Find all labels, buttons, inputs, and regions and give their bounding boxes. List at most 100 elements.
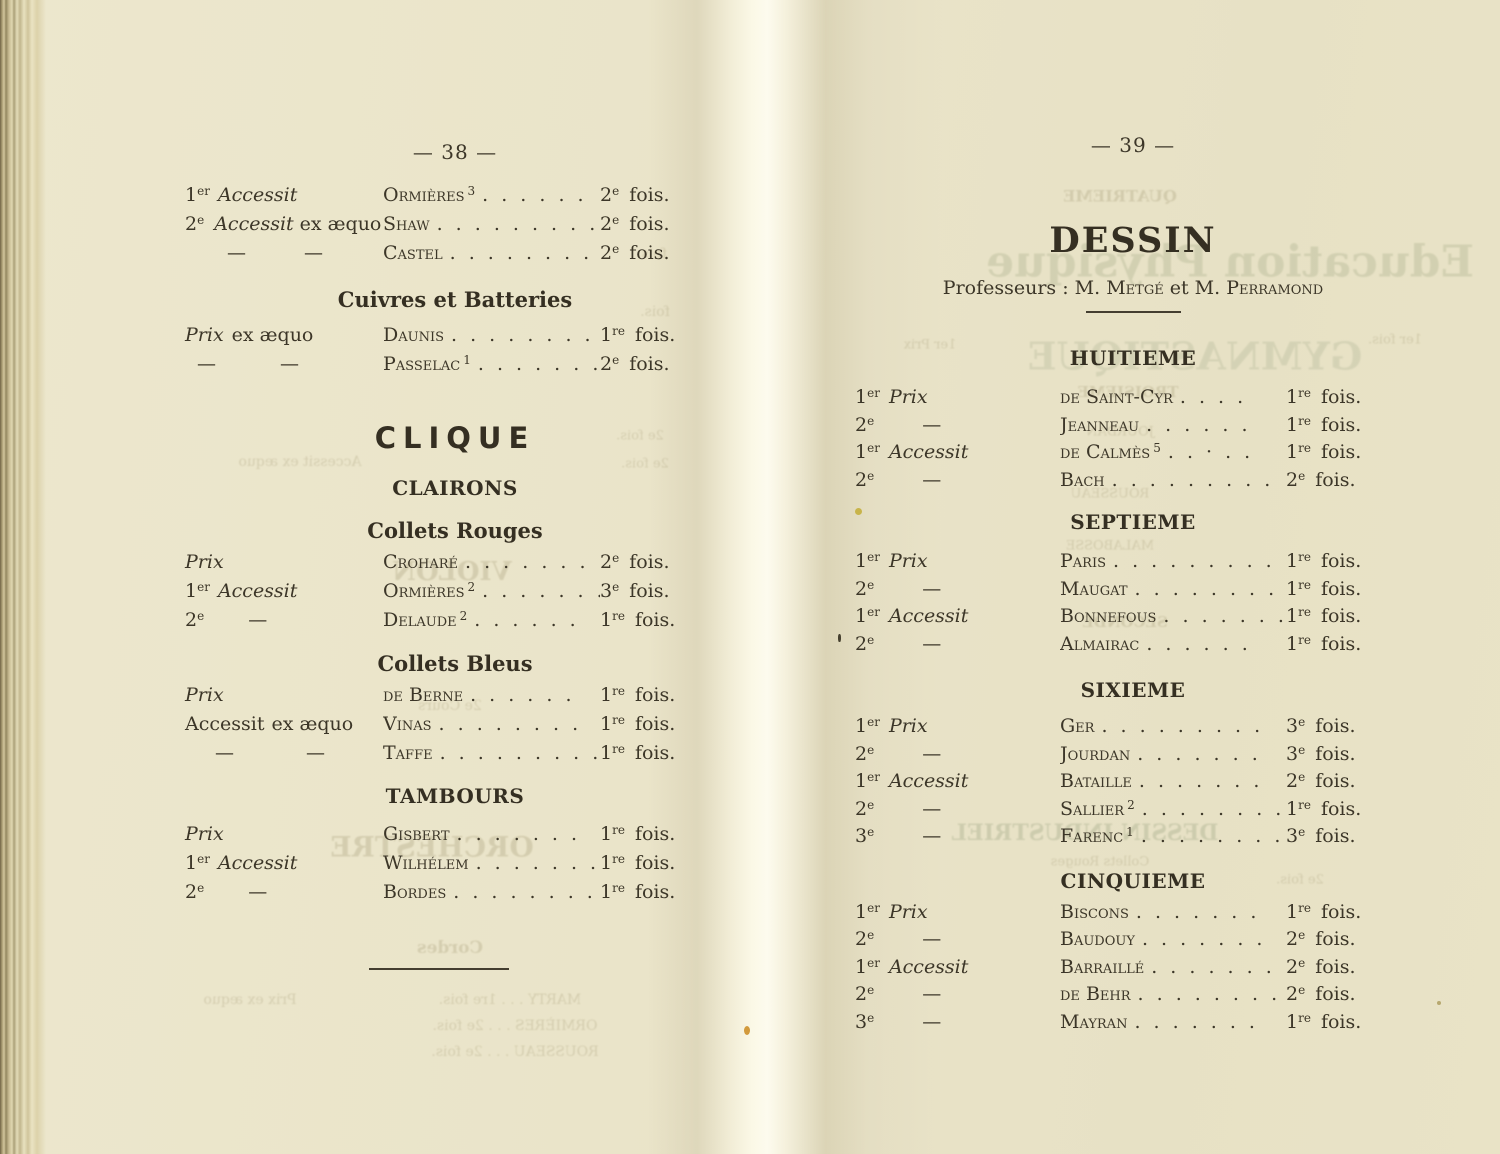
text-token: Ormières	[383, 580, 465, 602]
text-token: Baudouy	[1060, 928, 1135, 950]
text-token: 2	[600, 213, 613, 235]
award-rank-cell: 2e Accessit ex æquo	[185, 212, 383, 238]
award-name-cell: Jourdan . . . . . . .	[1060, 742, 1286, 766]
text-token: —	[922, 797, 942, 820]
section-heading-sixieme: SIXIEME	[1080, 678, 1186, 702]
text-token: 2	[855, 413, 868, 436]
paper-speck	[744, 1026, 750, 1035]
text-token: re	[1298, 441, 1311, 455]
text-token: e	[612, 353, 620, 367]
award-name-cell: Bach . . . . . . . . .	[1060, 468, 1286, 492]
award-name-cell: Almairac . . . . . .	[1060, 632, 1286, 656]
award-row: 2e — Bordes . . . . . . . . 1re fois.	[185, 880, 725, 909]
award-result-cell: 1re fois.	[600, 822, 725, 848]
award-result-cell: 1re fois.	[600, 683, 725, 709]
text-token: e	[867, 742, 875, 757]
award-name-cell: Sallier 2 . . . . . . . .	[1060, 797, 1286, 823]
text-token: Barraillé	[1060, 955, 1145, 978]
text-token: e	[867, 577, 875, 592]
award-result-cell: 1re fois.	[1286, 577, 1411, 603]
award-row: 1er Prix Paris. . . . . . . . . 1re fois.	[855, 549, 1411, 577]
award-rank-cell: 1er Accessit	[185, 579, 383, 605]
text-token: 1	[1286, 605, 1299, 627]
award-result-cell: 3e fois.	[1286, 824, 1411, 850]
chapter-heading-clique: CLIQUE	[374, 421, 536, 455]
text-token: 1	[1286, 577, 1299, 600]
award-rank-cell: 1er Prix	[855, 900, 1060, 926]
text-token: fois.	[629, 184, 670, 206]
leader-dots: . . . . . . .	[1137, 742, 1258, 765]
text-token: 2	[855, 928, 868, 950]
award-name-cell: de Saint-Cyr . . . .	[1060, 385, 1286, 409]
text-token: e	[867, 825, 875, 839]
text-token: 1	[1286, 413, 1299, 436]
leader-dots: . . . . . . .	[475, 852, 597, 874]
award-row: 2e — Almairac . . . . . . 1re fois.	[855, 632, 1411, 660]
award-row: Prix ex æquo Daunis . . . . . . . . 1re fois.	[185, 323, 725, 352]
award-row: 2e Accessit ex æquo Shaw. . . . . . . . . 2e…	[185, 212, 725, 241]
leader-dots: . . . . . . . .	[438, 713, 579, 735]
award-name-cell: Delaude 2 . . . . . .	[383, 608, 600, 634]
award-name-cell: Castel . . . . . . . .	[383, 241, 600, 265]
award-row: 2e — Jourdan. . . . . . . 3e fois.	[855, 742, 1411, 770]
text-token: Professeurs : M.	[942, 277, 1107, 299]
award-result-cell: 1re fois.	[600, 741, 725, 767]
text-token: Accessit	[888, 441, 969, 463]
award-row: Prix Gisbert . . . . . . . 1re fois.	[185, 822, 725, 851]
leader-dots: . . . . . . . .	[451, 324, 591, 346]
text-token: er	[867, 770, 880, 784]
text-token: fois.	[1315, 770, 1356, 792]
text-token: e	[612, 580, 620, 594]
award-rank-cell: 3e —	[855, 1010, 1060, 1036]
text-token: Taffe	[383, 742, 433, 764]
text-token: fois.	[629, 213, 670, 235]
text-token: fois.	[634, 823, 676, 845]
award-row: 1er Prix Ger . . . . . . . . . 3e fois.	[855, 714, 1411, 742]
leader-dots: . . . . . .	[474, 609, 576, 631]
award-row: — — Passelac 1. . . . . . . 2e fois.	[185, 352, 725, 381]
leader-dots: . . . . . . . .	[1141, 797, 1282, 820]
text-token: re	[1298, 632, 1311, 647]
leader-dots: . . . . . . .	[1141, 928, 1263, 950]
text-token: 1	[1286, 550, 1299, 572]
award-rank-cell: 1er Accessit	[855, 769, 1060, 795]
award-result-cell: 1re fois.	[1286, 632, 1411, 658]
leader-dots: . . . . . . .	[477, 353, 599, 375]
text-token: 1	[185, 184, 198, 206]
text-token: fois.	[1315, 715, 1356, 737]
text-token: fois.	[634, 609, 676, 631]
leader-dots: . . . . . . .	[465, 551, 586, 573]
leader-dots: . . . . . . .	[1138, 770, 1260, 792]
leader-dots: . . . . . . .	[1135, 900, 1257, 923]
title-rule	[1085, 311, 1181, 313]
text-token: re	[1298, 550, 1311, 564]
award-rank-cell: 2e —	[855, 742, 1060, 768]
leader-dots: . . . . . . . . .	[1113, 550, 1272, 572]
award-name-cell: Ormières 3 . . . . . .	[383, 183, 600, 209]
text-token: 1	[855, 715, 868, 737]
text-token: e	[612, 184, 620, 198]
text-token: Delaude	[383, 609, 457, 631]
text-token: e	[1298, 742, 1306, 757]
award-name-cell: Bataille . . . . . . .	[1060, 769, 1286, 793]
text-token: —	[922, 928, 942, 950]
text-token: —	[922, 468, 942, 491]
award-result-cell: 2e fois.	[1286, 927, 1411, 953]
text-token: —	[922, 577, 942, 600]
section-heading-collets-bleus: Collets Bleus	[377, 651, 533, 676]
text-token: —	[227, 242, 246, 264]
award-row: 2e — Jeanneau . . . . . . 1re fois.	[855, 413, 1411, 441]
text-token: re	[1298, 605, 1311, 619]
leader-dots: . . . . . . . .	[1134, 577, 1275, 600]
text-token: re	[612, 742, 625, 756]
award-result-cell: 3e fois.	[600, 579, 725, 605]
text-token: re	[1298, 577, 1311, 592]
text-token: fois.	[1320, 441, 1362, 463]
text-token: fois.	[1320, 413, 1362, 436]
text-token: e	[1298, 715, 1306, 729]
award-result-cell: 2e fois.	[600, 212, 725, 238]
text-token: Mayran	[1060, 1010, 1128, 1033]
text-token: —	[215, 742, 234, 764]
award-rank-cell: 2e —	[855, 927, 1060, 953]
text-token: 2	[855, 577, 868, 600]
